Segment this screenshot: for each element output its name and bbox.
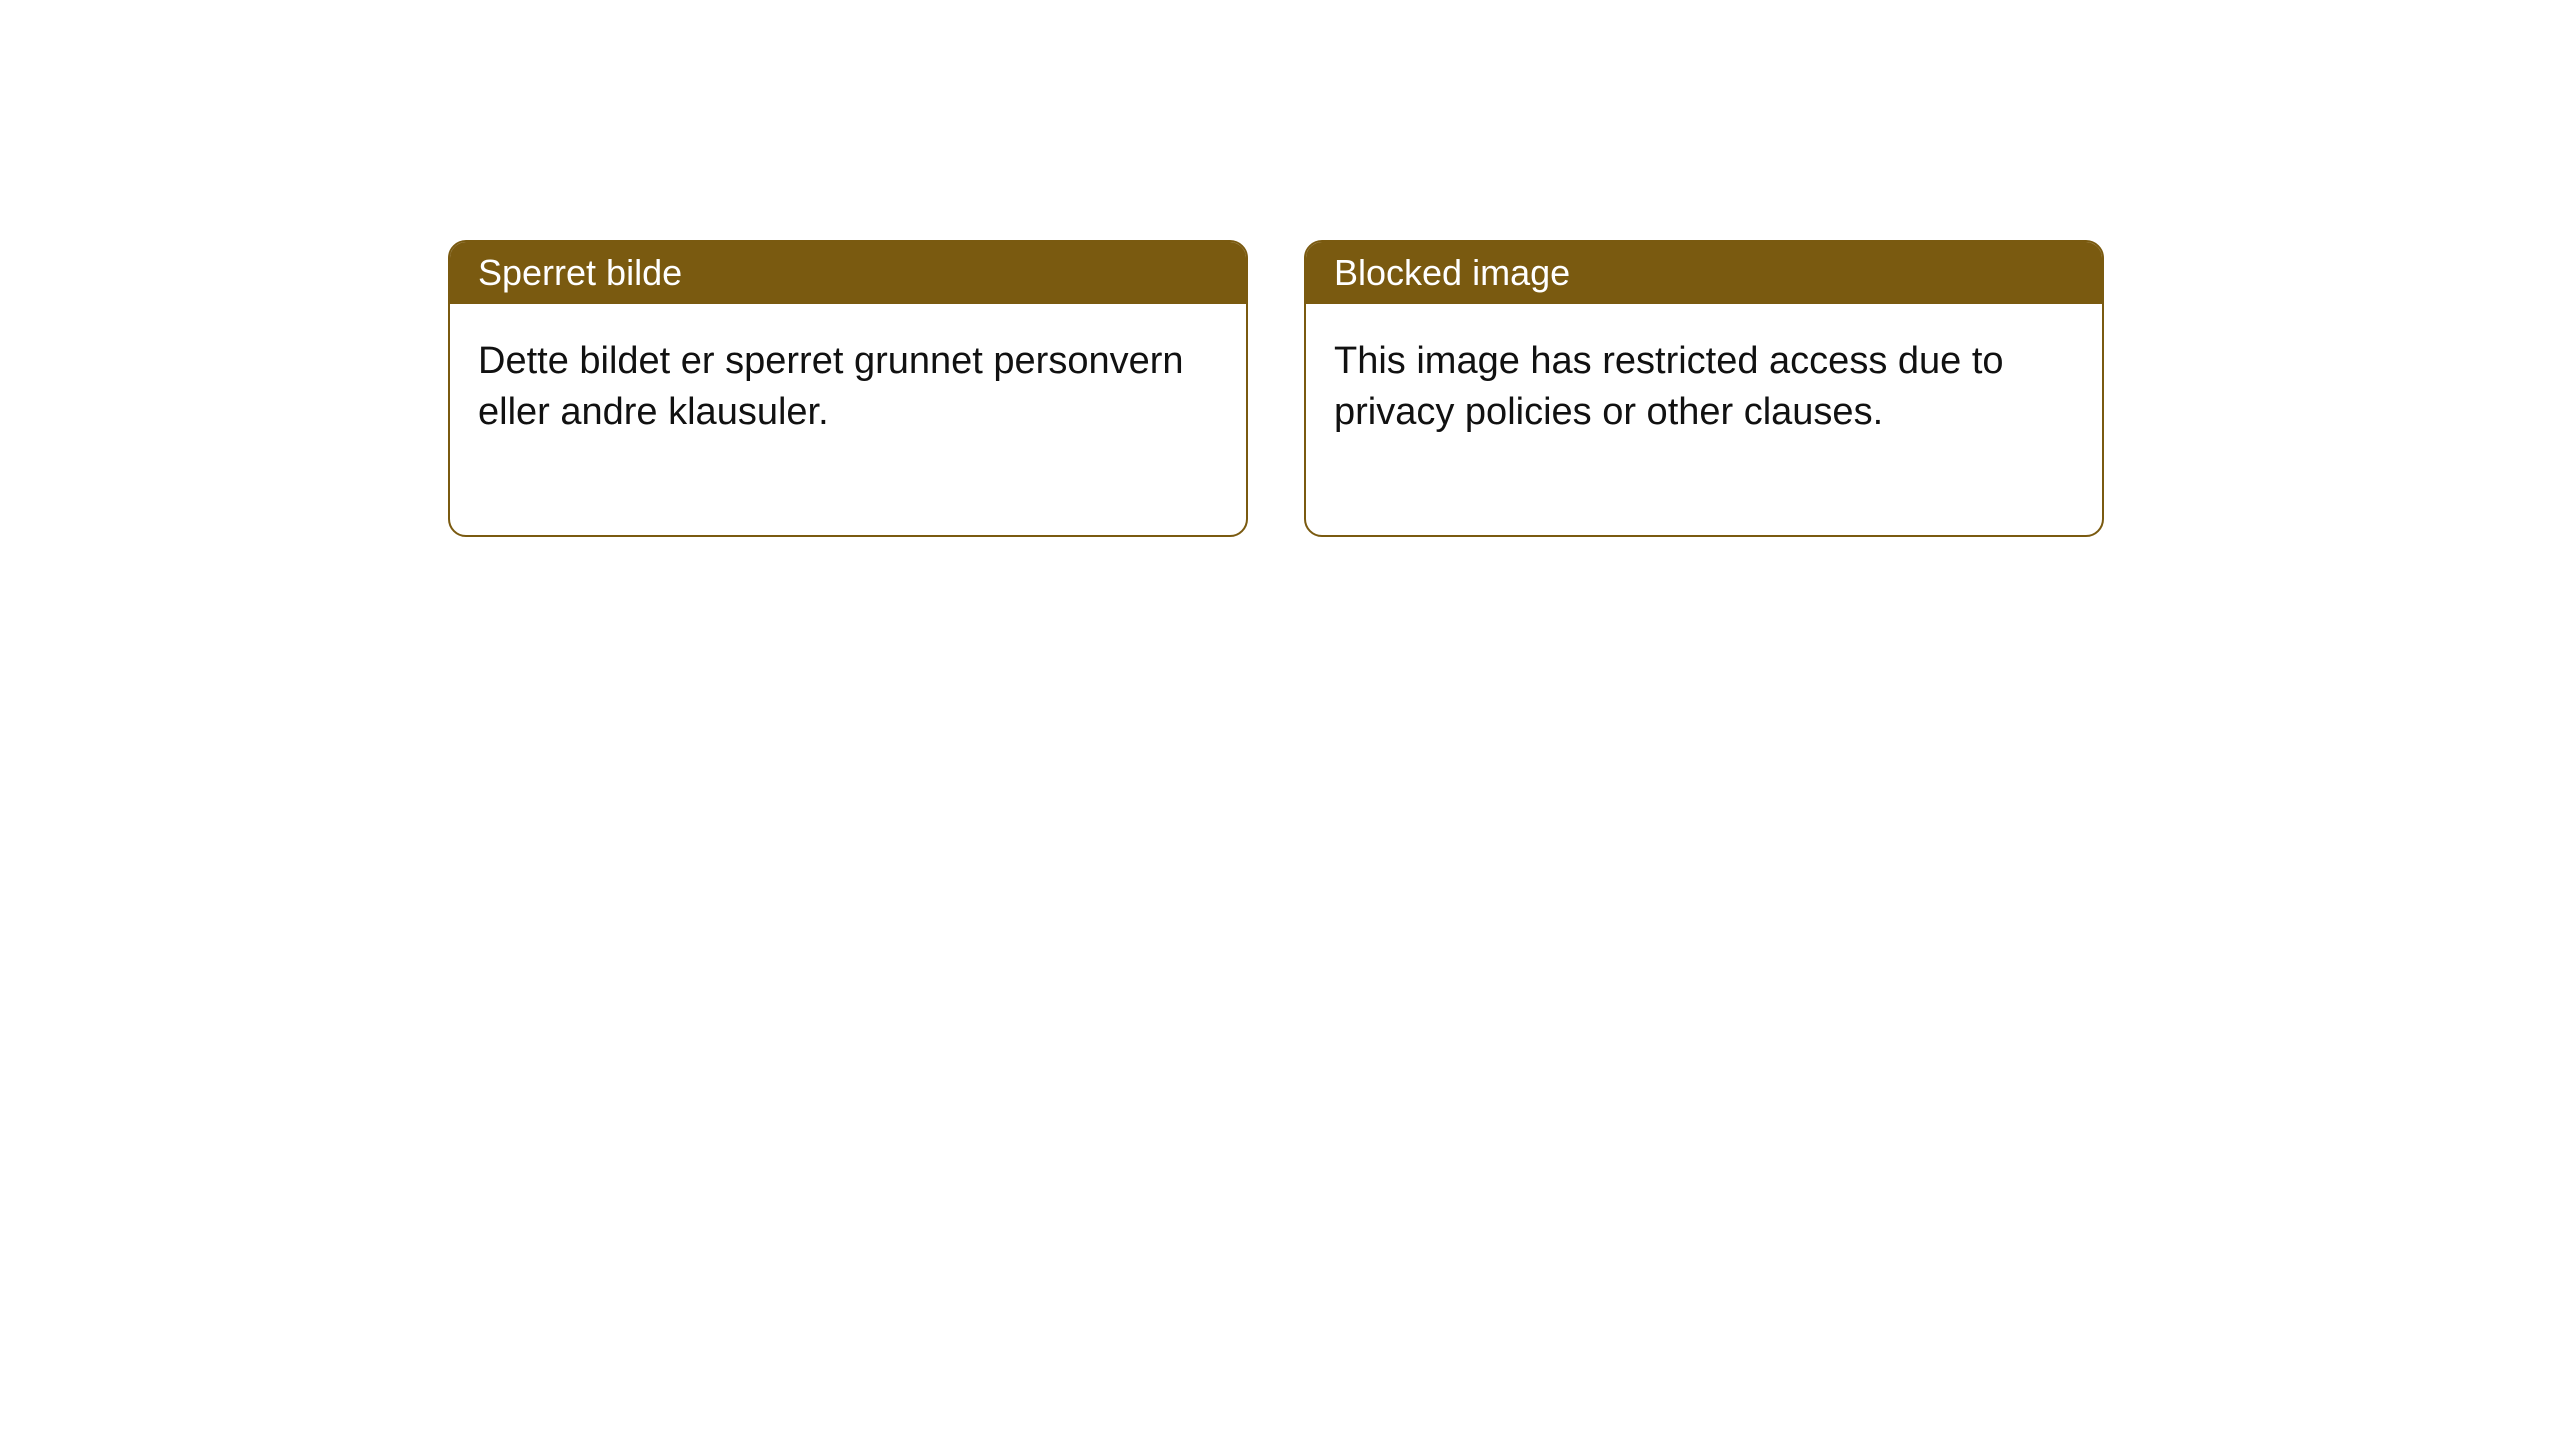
notice-header: Blocked image bbox=[1306, 242, 2102, 304]
notice-container: Sperret bilde Dette bildet er sperret gr… bbox=[0, 0, 2560, 537]
notice-header: Sperret bilde bbox=[450, 242, 1246, 304]
notice-body: Dette bildet er sperret grunnet personve… bbox=[450, 304, 1246, 535]
notice-card-norwegian: Sperret bilde Dette bildet er sperret gr… bbox=[448, 240, 1248, 537]
notice-card-english: Blocked image This image has restricted … bbox=[1304, 240, 2104, 537]
notice-body: This image has restricted access due to … bbox=[1306, 304, 2102, 535]
